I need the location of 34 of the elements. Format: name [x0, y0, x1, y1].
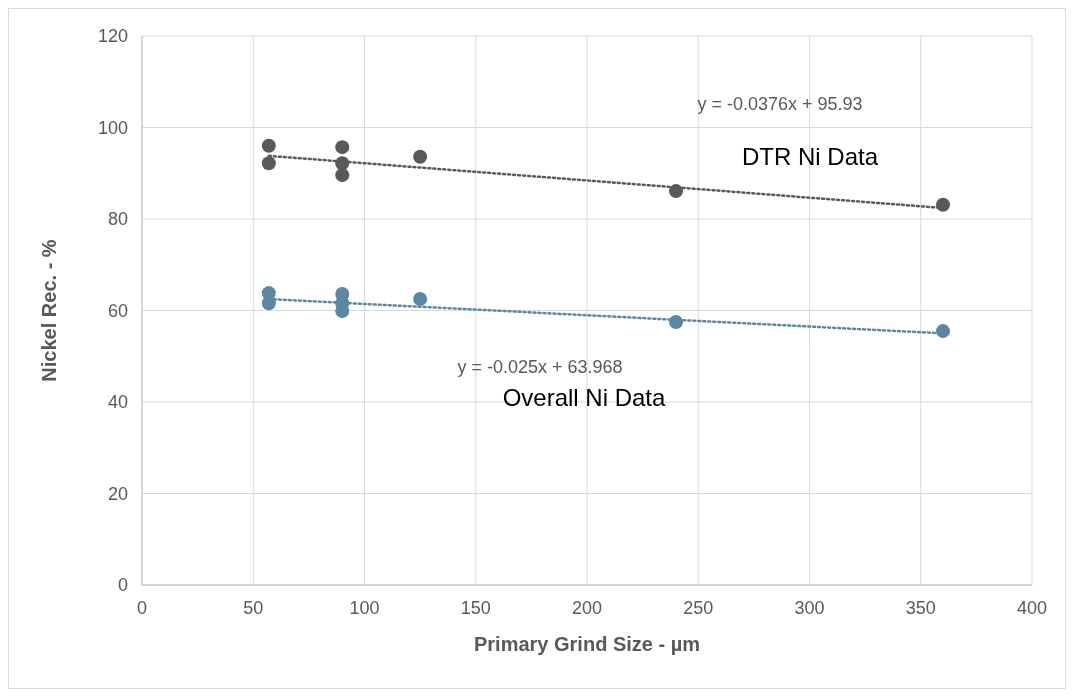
y-tick-label: 40 [107, 392, 128, 412]
annotation: y = -0.025x + 63.968 [457, 357, 623, 377]
y-tick-label: 100 [97, 117, 128, 138]
point [335, 168, 350, 183]
y-axis-title: Nickel Rec. - % [38, 239, 60, 382]
x-tick-label: 50 [243, 598, 264, 618]
y-tick-label: 120 [97, 26, 128, 46]
x-tick-label: 250 [683, 598, 714, 618]
point [261, 296, 276, 311]
x-tick-label: 150 [460, 598, 491, 618]
x-axis-title: Primary Grind Size - µm [473, 633, 701, 655]
point [261, 156, 276, 171]
x-tick-label: 200 [571, 598, 603, 618]
annotation: y = -0.0376x + 95.93 [697, 94, 863, 114]
x-tick-label: 350 [905, 598, 936, 618]
point [335, 140, 350, 155]
point [936, 197, 950, 212]
point [413, 292, 428, 307]
point [669, 184, 683, 199]
point [261, 138, 276, 153]
x-tick-label: 0 [136, 598, 148, 618]
point [413, 149, 428, 164]
y-tick-label: 0 [117, 575, 128, 595]
y-tick-label: 20 [107, 483, 128, 504]
point [335, 156, 350, 171]
y-tick-label: 60 [107, 300, 128, 321]
point [669, 314, 683, 329]
y-tick-label: 80 [107, 209, 128, 229]
x-tick-label: 100 [349, 598, 380, 618]
annotation: DTR Ni Data [741, 143, 879, 170]
point [936, 324, 950, 339]
annotation: Overall Ni Data [502, 384, 667, 411]
x-tick-label: 300 [794, 598, 825, 618]
x-tick-label: 400 [1016, 598, 1048, 618]
